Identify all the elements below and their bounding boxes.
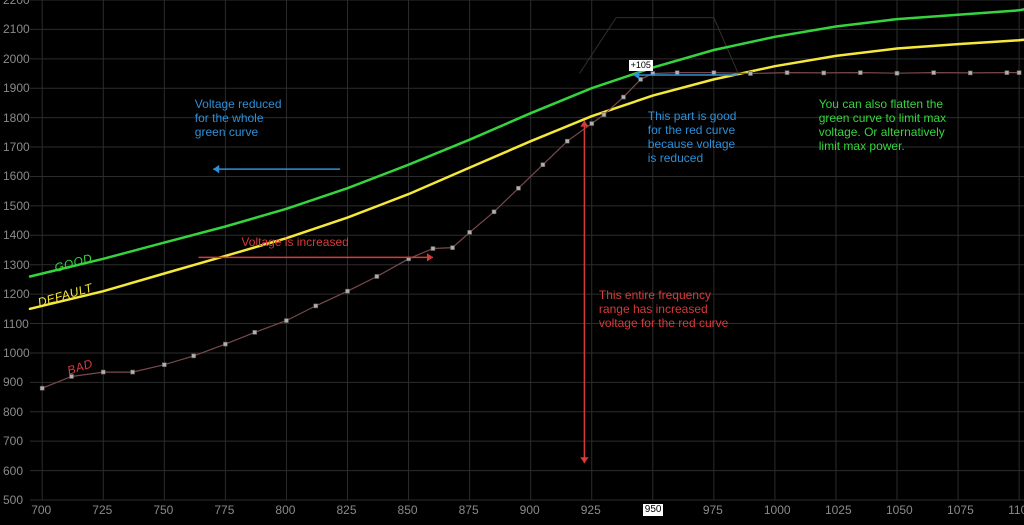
vf-curve-chart bbox=[0, 0, 1024, 525]
datapoint-tooltip: +105 bbox=[629, 60, 653, 71]
x-tick-label: 1100 bbox=[1008, 503, 1024, 517]
x-tick-label: 700 bbox=[31, 503, 51, 517]
y-tick-label: 2200 bbox=[3, 0, 30, 7]
y-tick-label: 700 bbox=[3, 434, 23, 448]
y-tick-label: 1100 bbox=[3, 317, 29, 331]
y-tick-label: 800 bbox=[3, 405, 23, 419]
y-tick-label: 1600 bbox=[3, 169, 30, 183]
y-tick-label: 900 bbox=[3, 375, 23, 389]
y-tick-label: 1500 bbox=[3, 199, 30, 213]
x-tick-label: 900 bbox=[520, 503, 540, 517]
y-tick-label: 1800 bbox=[3, 111, 30, 125]
y-tick-label: 500 bbox=[3, 493, 23, 507]
x-tick-label: 825 bbox=[336, 503, 356, 517]
x-tick-label: 775 bbox=[214, 503, 234, 517]
x-tick-highlight: 950 bbox=[642, 503, 665, 517]
y-tick-label: 1300 bbox=[3, 258, 30, 272]
x-tick-label: 725 bbox=[92, 503, 112, 517]
x-tick-label: 750 bbox=[153, 503, 173, 517]
annot-green-right: You can also flatten the green curve to … bbox=[819, 97, 946, 153]
y-tick-label: 1900 bbox=[3, 81, 30, 95]
x-tick-label: 875 bbox=[459, 503, 479, 517]
x-tick-label: 1000 bbox=[764, 503, 791, 517]
x-tick-label: 850 bbox=[398, 503, 418, 517]
y-tick-label: 1200 bbox=[3, 287, 30, 301]
annot-red-center: This entire frequency range has increase… bbox=[599, 288, 728, 330]
y-tick-label: 1000 bbox=[3, 346, 30, 360]
x-tick-label: 925 bbox=[581, 503, 601, 517]
annot-blue-left: Voltage reduced for the whole green curv… bbox=[195, 97, 282, 139]
y-tick-label: 2100 bbox=[3, 22, 30, 36]
y-tick-label: 600 bbox=[3, 464, 23, 478]
y-tick-label: 2000 bbox=[3, 52, 30, 66]
x-tick-label: 1025 bbox=[825, 503, 852, 517]
x-tick-label: 800 bbox=[275, 503, 295, 517]
annot-blue-right: This part is good for the red curve beca… bbox=[648, 109, 737, 165]
x-tick-label: 975 bbox=[703, 503, 723, 517]
x-tick-label: 1075 bbox=[947, 503, 974, 517]
y-tick-label: 1700 bbox=[3, 140, 30, 154]
y-tick-label: 1400 bbox=[3, 228, 30, 242]
annot-red-left: Voltage is increased bbox=[241, 235, 348, 249]
x-tick-label: 1050 bbox=[886, 503, 913, 517]
